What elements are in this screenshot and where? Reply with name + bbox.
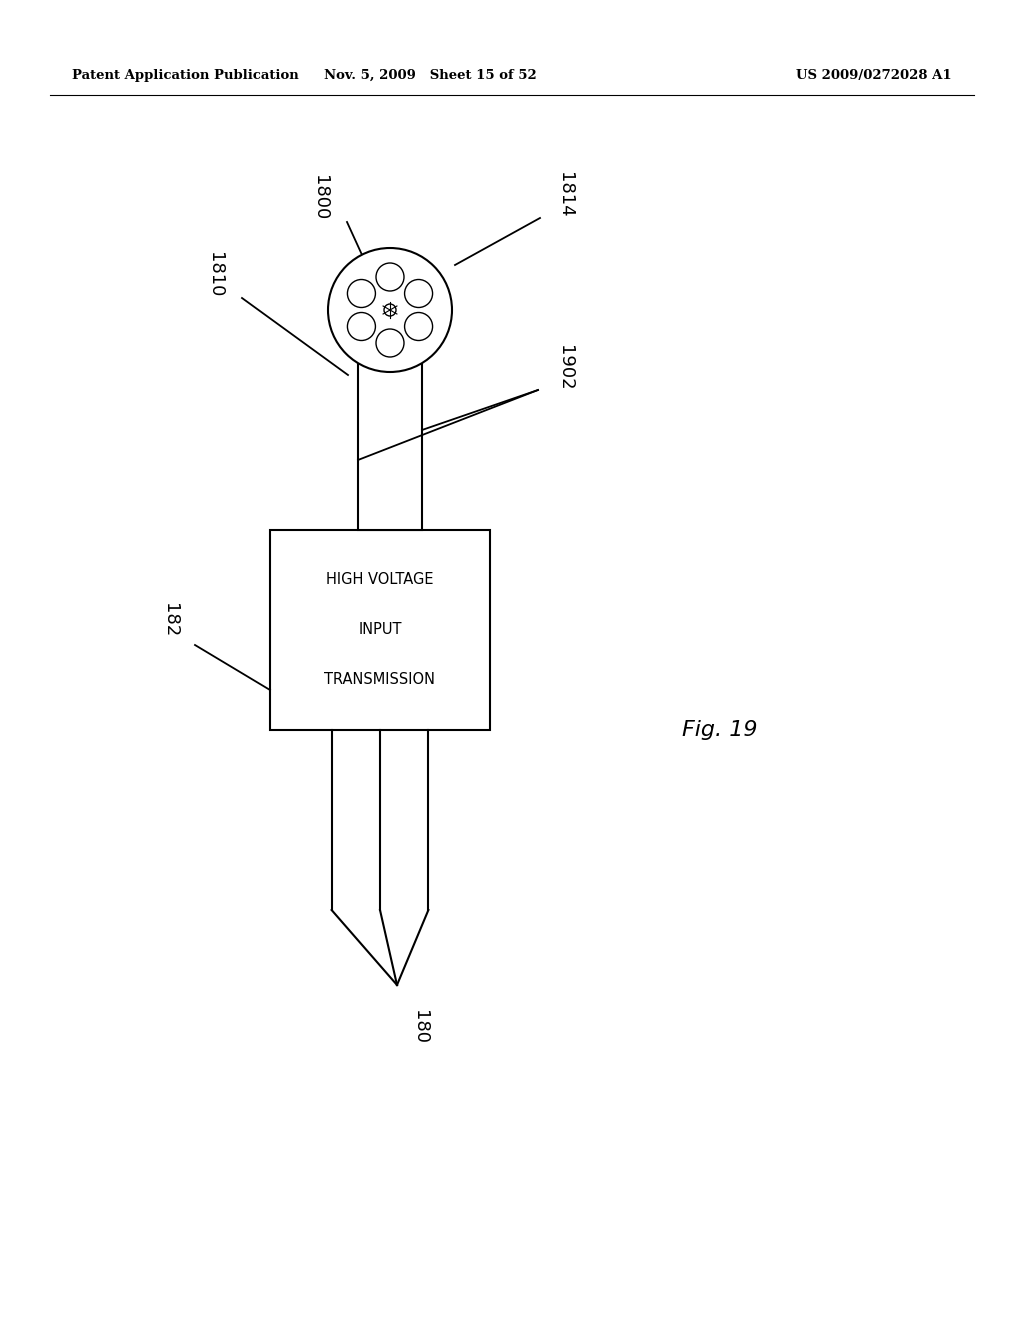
- Text: 1810: 1810: [206, 252, 224, 298]
- Text: 1814: 1814: [556, 172, 574, 218]
- Circle shape: [328, 248, 452, 372]
- Text: Patent Application Publication: Patent Application Publication: [72, 69, 299, 82]
- Circle shape: [404, 280, 432, 308]
- Circle shape: [376, 329, 404, 356]
- Bar: [270, 531, 490, 730]
- Text: Fig. 19: Fig. 19: [682, 719, 758, 741]
- Text: 1800: 1800: [311, 176, 329, 220]
- Circle shape: [347, 313, 376, 341]
- Text: HIGH VOLTAGE: HIGH VOLTAGE: [327, 573, 434, 587]
- Text: INPUT: INPUT: [358, 623, 401, 638]
- Text: 182: 182: [161, 603, 179, 638]
- Text: 180: 180: [411, 1010, 429, 1044]
- Text: US 2009/0272028 A1: US 2009/0272028 A1: [797, 69, 952, 82]
- Text: TRANSMISSION: TRANSMISSION: [325, 672, 435, 688]
- Circle shape: [404, 313, 432, 341]
- Circle shape: [347, 280, 376, 308]
- Circle shape: [384, 304, 396, 315]
- Text: Nov. 5, 2009   Sheet 15 of 52: Nov. 5, 2009 Sheet 15 of 52: [324, 69, 537, 82]
- Text: 1902: 1902: [556, 346, 574, 391]
- Bar: [358, 360, 422, 531]
- Circle shape: [376, 263, 404, 290]
